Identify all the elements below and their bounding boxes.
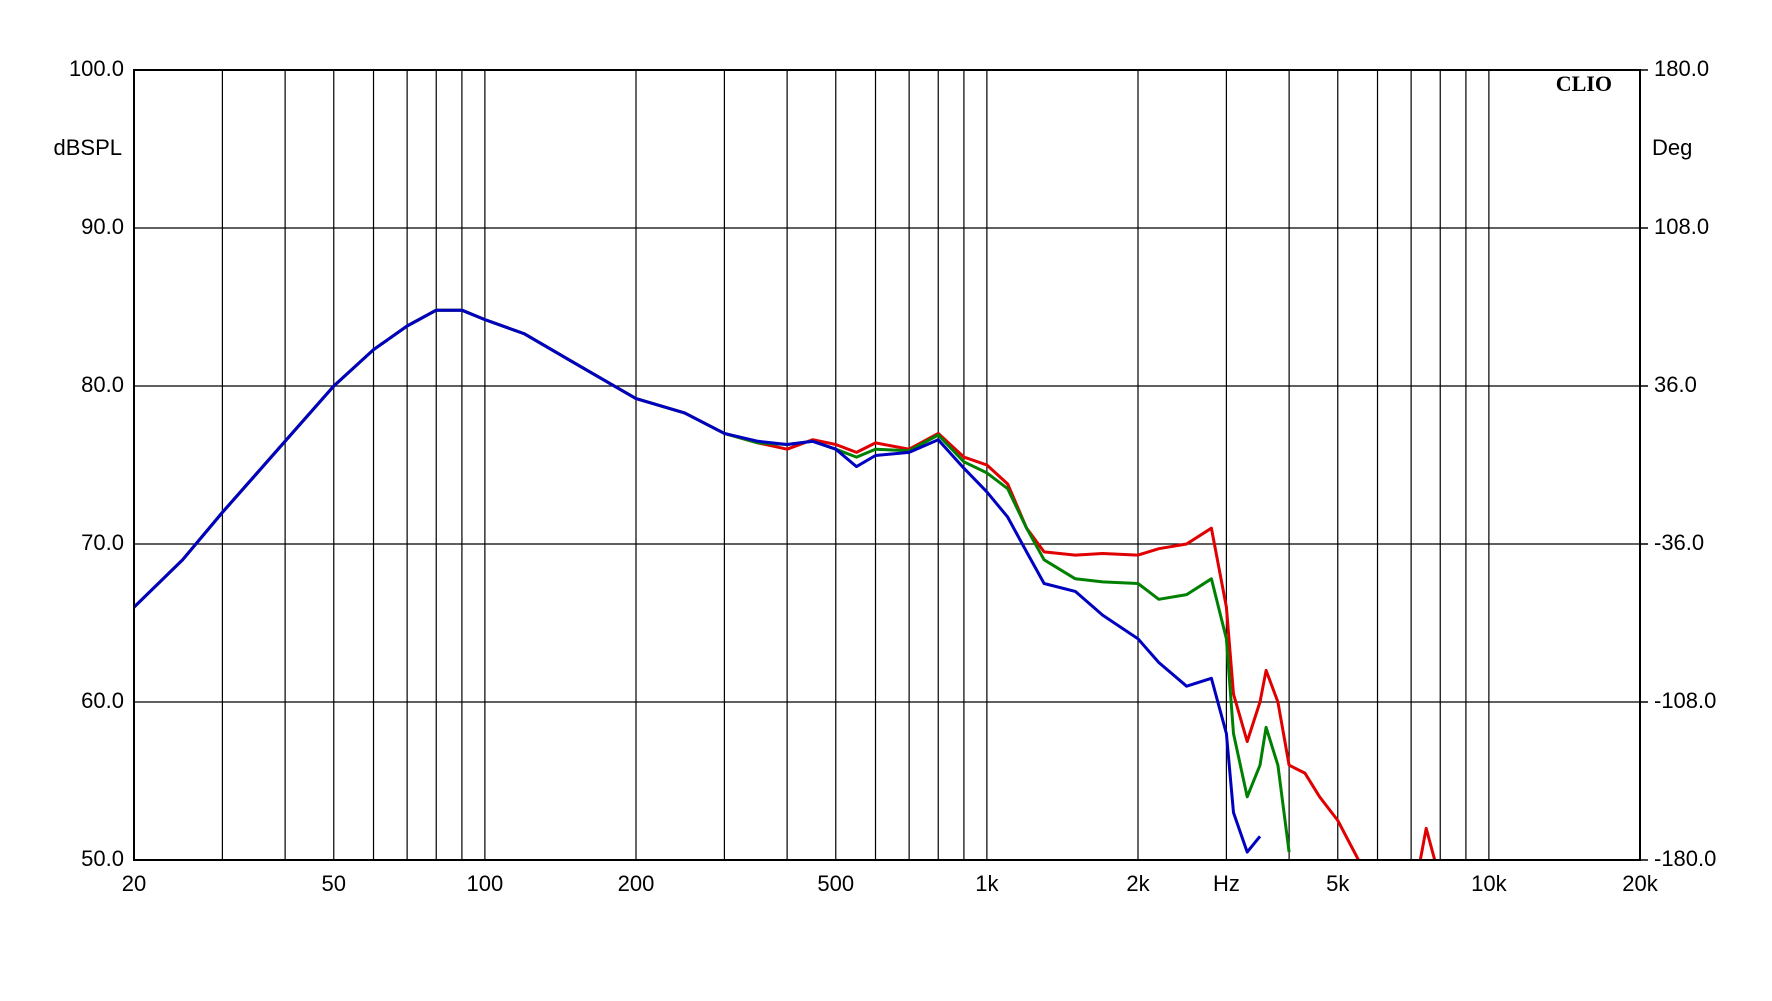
series-line (134, 308, 1291, 853)
y2-tick-label: 180.0 (1654, 56, 1709, 81)
x-tick-label: 5k (1326, 871, 1350, 896)
x-tick-label: 20k (1622, 871, 1658, 896)
x-tick-label: 100 (467, 871, 504, 896)
y2-tick-label: -180.0 (1654, 846, 1716, 871)
y-tick-label: 90.0 (81, 214, 124, 239)
y-tick-label: 70.0 (81, 530, 124, 555)
x-tick-label: 2k (1126, 871, 1150, 896)
x-tick-label: 20 (122, 871, 146, 896)
y2-tick-label: -36.0 (1654, 530, 1704, 555)
plot-frame (133, 69, 1641, 861)
y2-tick-label: 108.0 (1654, 214, 1709, 239)
y-tick-label: 50.0 (81, 846, 124, 871)
series-line (134, 308, 1262, 854)
y2-axis-label: Deg (1652, 135, 1692, 160)
y-axis-label: dBSPL (54, 135, 123, 160)
x-tick-label: 50 (322, 871, 346, 896)
x-tick-label: 10k (1471, 871, 1507, 896)
x-tick-label: 1k (975, 871, 999, 896)
x-tick-label: 500 (817, 871, 854, 896)
y2-tick-label: -108.0 (1654, 688, 1716, 713)
annotation: CLIO (1556, 71, 1612, 96)
x-tick-label: 200 (618, 871, 655, 896)
x-tick-label: Hz (1213, 871, 1240, 896)
y2-tick-label: 36.0 (1654, 372, 1697, 397)
y-tick-label: 100.0 (69, 56, 124, 81)
y-tick-label: 60.0 (81, 688, 124, 713)
y-tick-label: 80.0 (81, 372, 124, 397)
